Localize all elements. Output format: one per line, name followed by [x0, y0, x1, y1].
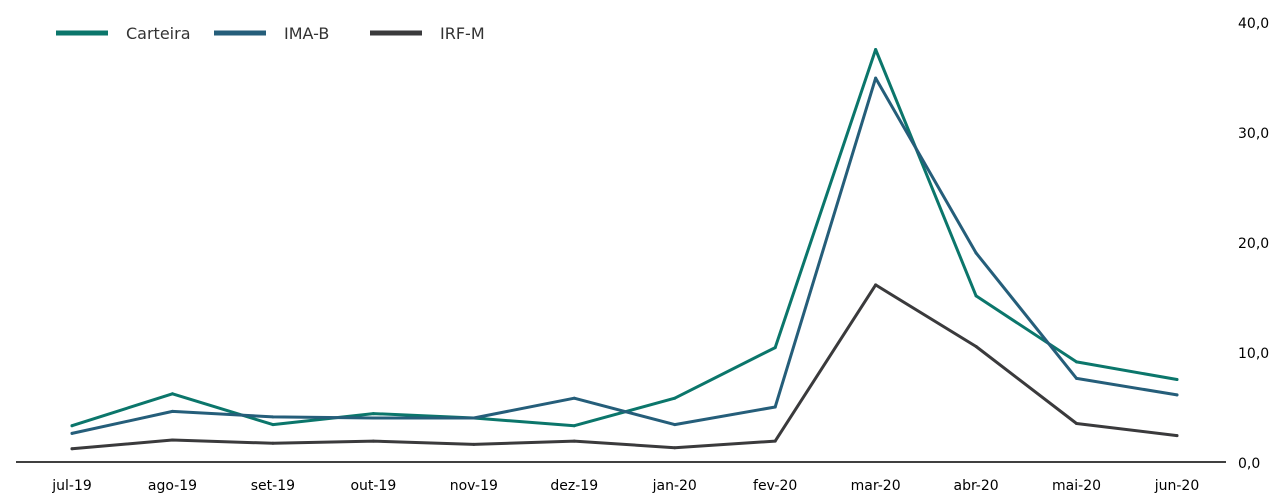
data-point	[773, 405, 777, 409]
data-point	[773, 439, 777, 443]
data-point	[572, 396, 576, 400]
data-point	[572, 439, 576, 443]
data-point	[673, 396, 677, 400]
data-point	[974, 294, 978, 298]
data-point	[1075, 422, 1079, 425]
y-tick-label: 20,0	[1238, 236, 1269, 252]
legend-label: IRF-M	[440, 24, 485, 43]
y-tick-label: 40,0	[1238, 16, 1269, 32]
data-point	[1075, 376, 1079, 380]
data-point	[874, 283, 878, 287]
series-line-ima-b	[70, 76, 1179, 435]
data-point	[271, 441, 275, 445]
x-tick-label: out-19	[350, 478, 396, 494]
x-axis-ticks: jul-19 ago-19 set-19 out-19 nov-19 dez-19 jan-…	[51, 478, 1199, 494]
legend-label: Carteira	[126, 24, 191, 43]
data-point	[70, 424, 74, 428]
x-tick-label: set-19	[251, 478, 295, 494]
series-line-irf-m	[70, 283, 1179, 451]
x-tick-label: mar-20	[851, 478, 901, 494]
data-point	[170, 438, 174, 442]
series-layer	[70, 48, 1179, 451]
x-tick-label: mai-20	[1052, 478, 1101, 494]
data-point	[371, 412, 375, 416]
data-point	[170, 409, 174, 413]
data-point	[673, 423, 677, 427]
x-tick-label: jun-20	[1154, 478, 1200, 494]
data-point	[1175, 378, 1179, 381]
data-point	[371, 439, 375, 443]
x-tick-label: jan-20	[652, 478, 697, 494]
data-point	[371, 416, 375, 420]
data-point	[472, 442, 476, 446]
data-point	[773, 346, 777, 350]
legend: Carteira IMA-B IRF-M	[56, 24, 485, 43]
data-point	[572, 424, 576, 428]
data-point	[974, 345, 978, 348]
data-point	[974, 251, 978, 255]
data-point	[874, 48, 878, 51]
data-point	[673, 446, 677, 450]
data-point	[874, 76, 878, 80]
data-point	[1175, 393, 1179, 397]
legend-label: IMA-B	[284, 24, 329, 43]
y-tick-label: 10,0	[1238, 346, 1269, 362]
data-point	[472, 416, 476, 420]
y-tick-label: 30,0	[1238, 126, 1269, 142]
data-point	[70, 431, 74, 435]
data-point	[1075, 360, 1079, 364]
data-point	[70, 447, 74, 451]
y-axis-ticks: 0,0 10,0 20,0 30,0 40,0	[1238, 16, 1269, 472]
x-tick-label: abr-20	[953, 478, 998, 494]
x-tick-label: dez-19	[550, 478, 598, 494]
data-point	[1175, 434, 1179, 438]
y-tick-label: 0,0	[1238, 456, 1260, 472]
x-tick-label: ago-19	[148, 478, 197, 494]
data-point	[271, 423, 275, 427]
x-tick-label: nov-19	[450, 478, 498, 494]
x-tick-label: jul-19	[51, 478, 92, 494]
data-point	[170, 392, 174, 396]
x-tick-label: fev-20	[753, 478, 797, 494]
series-line-carteira	[70, 48, 1179, 428]
data-point	[271, 415, 275, 419]
